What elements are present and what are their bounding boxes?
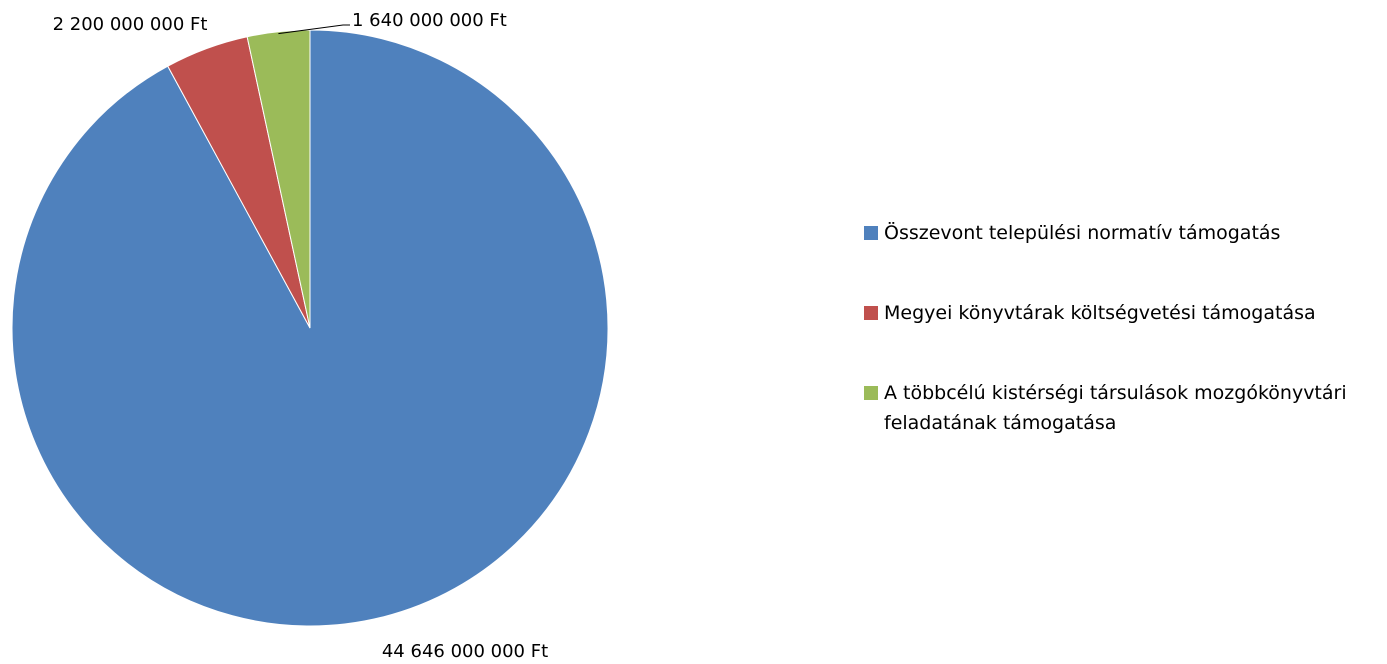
legend-item: Összevont települési normatív támogatás xyxy=(864,218,1384,248)
legend-item: A többcélú kistérségi társulások mozgókö… xyxy=(864,378,1384,438)
legend-swatch xyxy=(864,306,878,320)
data-label: 1 640 000 000 Ft xyxy=(352,10,507,31)
leader-line xyxy=(278,24,350,35)
legend-swatch xyxy=(864,386,878,400)
legend-label: Összevont települési normatív támogatás xyxy=(884,222,1281,244)
pie-slice xyxy=(246,29,311,329)
data-label: 2 200 000 000 Ft xyxy=(53,14,208,35)
legend: Összevont települési normatív támogatás M… xyxy=(864,218,1384,488)
legend-item: Megyei könyvtárak költségvetési támogatá… xyxy=(864,298,1384,328)
legend-label: A többcélú kistérségi társulások mozgókö… xyxy=(884,382,1347,434)
chart: 44 646 000 000 Ft 2 200 000 000 Ft 1 640 0… xyxy=(11,10,609,662)
legend-swatch xyxy=(864,226,878,240)
legend-label: Megyei könyvtárak költségvetési támogatá… xyxy=(884,302,1316,324)
data-label: 44 646 000 000 Ft xyxy=(382,641,548,662)
